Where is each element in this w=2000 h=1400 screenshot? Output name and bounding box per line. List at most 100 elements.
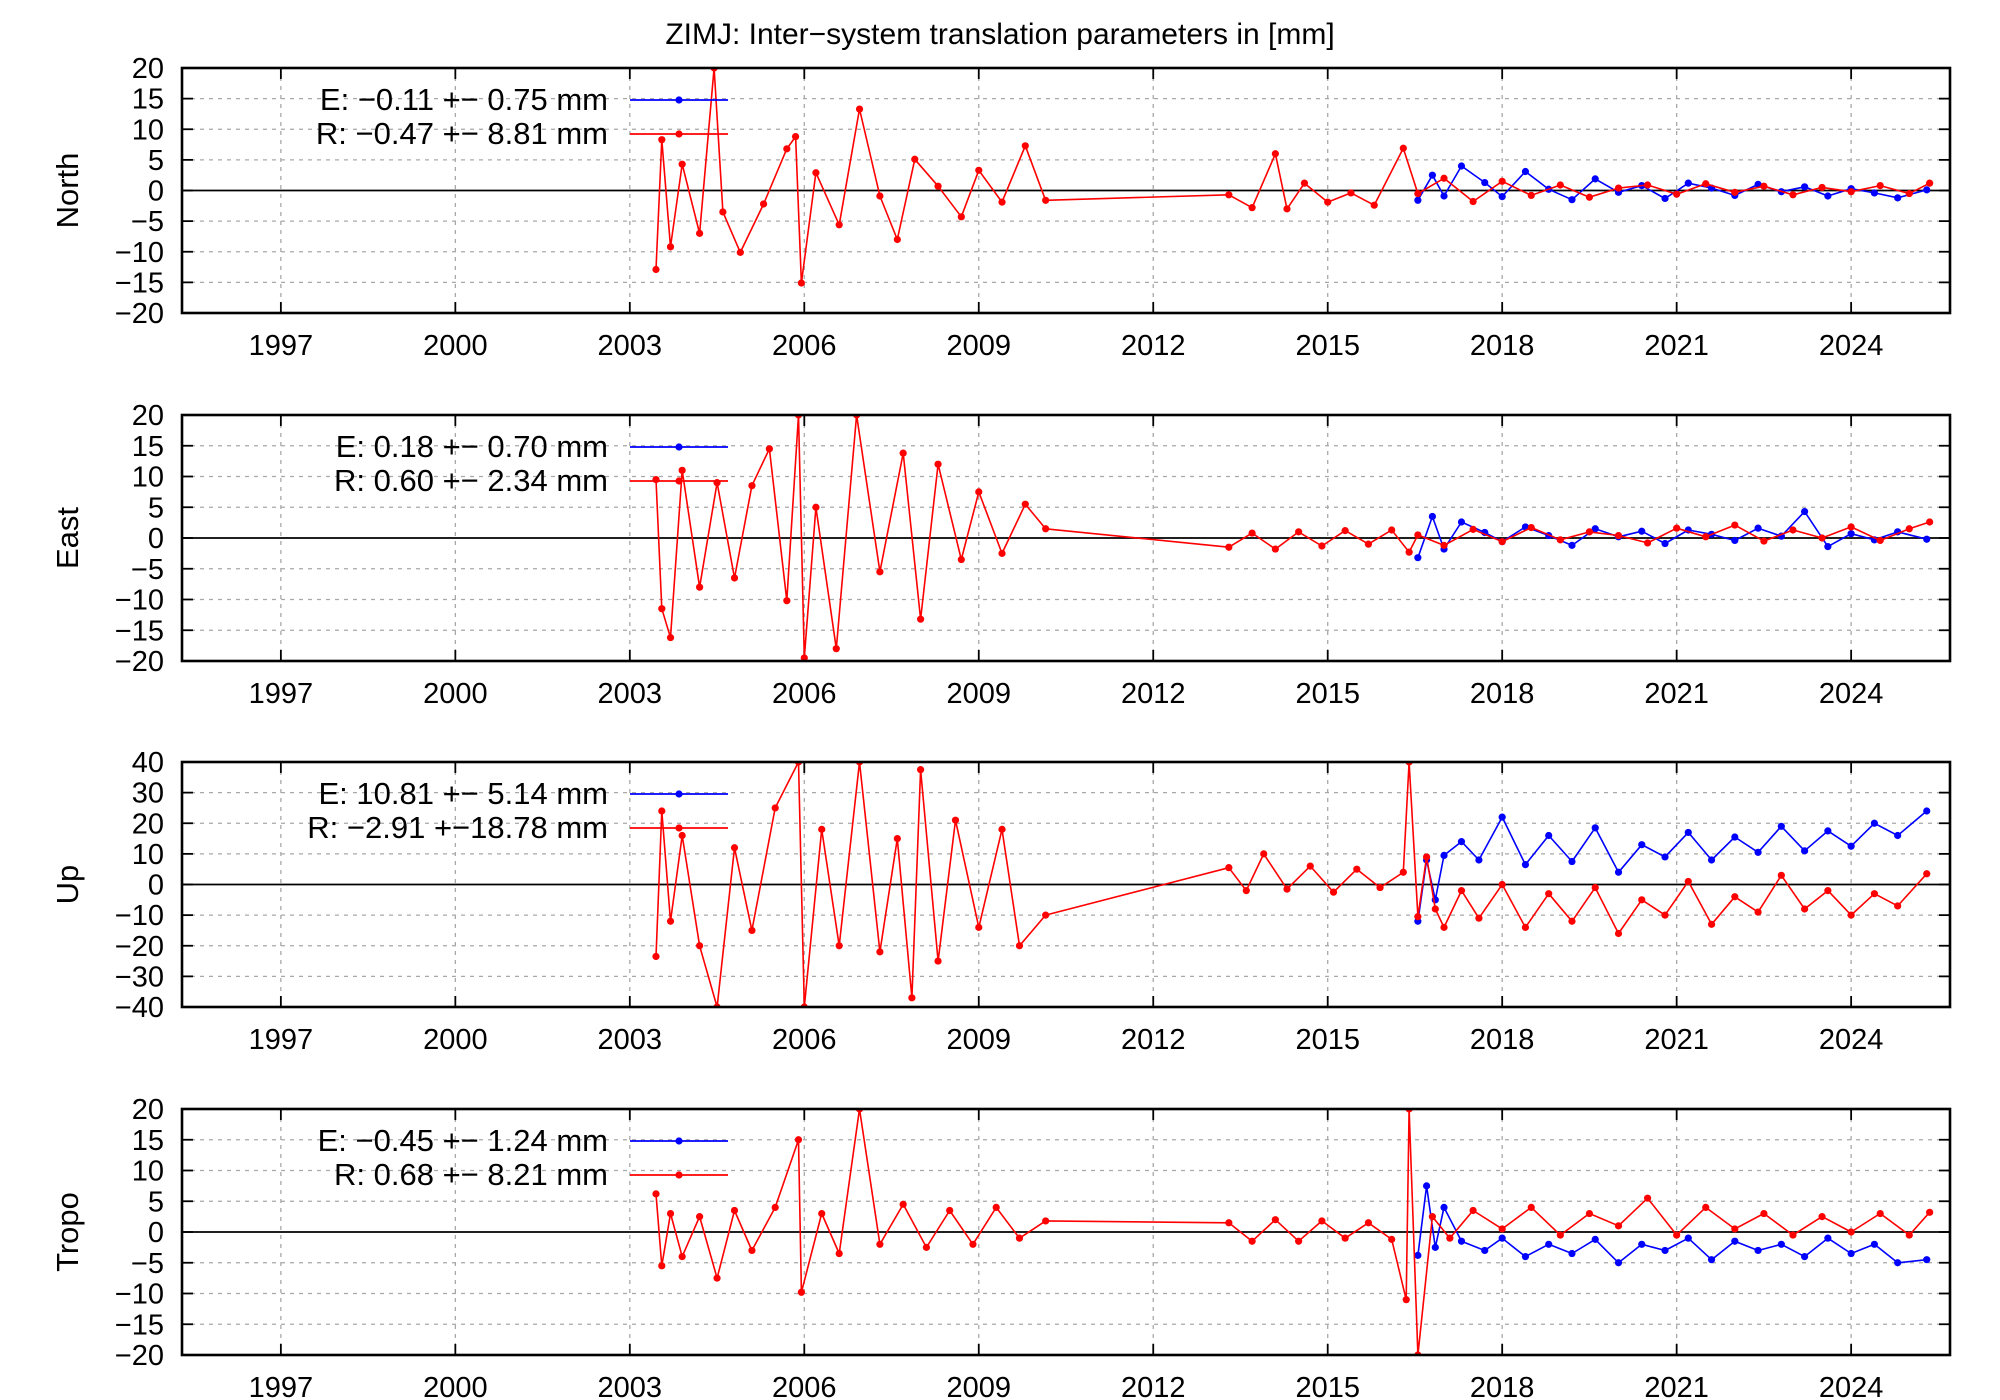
data-point-r (934, 182, 942, 190)
data-point-e (1754, 1246, 1762, 1255)
data-point-e (1568, 196, 1576, 204)
y-tick-label: 15 (132, 1125, 164, 1157)
data-point-r (1042, 525, 1050, 533)
data-point-e (1614, 1259, 1623, 1267)
data-point-e (1661, 539, 1669, 548)
data-point-r (1876, 1209, 1884, 1218)
data-point-r (771, 804, 779, 812)
data-point-r (652, 265, 660, 274)
data-point-e (1545, 1240, 1553, 1248)
data-point-r (719, 208, 727, 216)
x-tick-label: 2003 (598, 330, 663, 362)
data-point-e (1457, 838, 1466, 846)
data-point-e (1591, 824, 1599, 832)
x-tick-label: 2006 (772, 330, 837, 362)
data-point-e (1707, 856, 1716, 864)
data-point-r (1643, 1194, 1652, 1202)
data-point-r (893, 834, 901, 843)
data-point-r (1527, 523, 1535, 532)
data-point-r (658, 1262, 666, 1270)
data-point-e (1638, 527, 1646, 535)
data-point-r (1731, 1225, 1739, 1233)
data-point-r (1469, 197, 1477, 206)
data-point-e (1824, 192, 1832, 200)
data-point-r (1015, 1234, 1024, 1242)
data-point-r (1731, 893, 1739, 901)
data-point-r (1042, 196, 1050, 204)
data-point-r (1248, 204, 1256, 212)
data-point-r (1801, 905, 1809, 913)
data-point-r (812, 169, 820, 177)
data-point-e (1591, 175, 1599, 183)
y-tick-label: 20 (132, 53, 164, 85)
y-tick-label: 30 (132, 778, 164, 810)
data-point-r (1318, 542, 1326, 550)
data-point-r (1926, 518, 1934, 526)
data-point-r (812, 503, 820, 511)
y-tick-label: 10 (132, 1156, 164, 1188)
series-r (652, 68, 1934, 287)
plot-area (652, 762, 1931, 1007)
data-point-r (1876, 182, 1884, 190)
x-tick-label: 2000 (423, 330, 488, 362)
x-tick-label: 2012 (1121, 1024, 1186, 1056)
data-point-r (1818, 1213, 1826, 1221)
legend-label: R: 0.60 +− 2.34 mm (334, 463, 608, 498)
data-point-e (1801, 1253, 1809, 1261)
data-point-r (1370, 201, 1378, 209)
data-point-e (1894, 831, 1902, 840)
data-point-e (1923, 807, 1931, 815)
data-point-e (1923, 186, 1931, 194)
data-point-e (1414, 554, 1422, 562)
data-point-e (1440, 851, 1448, 860)
x-tick-label: 2018 (1470, 330, 1535, 362)
data-point-e (1731, 1237, 1739, 1245)
x-tick-label: 2000 (423, 1372, 488, 1400)
data-point-e (1894, 194, 1902, 202)
y-tick-label: 5 (148, 492, 164, 524)
series-line-e (1417, 510, 1927, 558)
series-r (652, 762, 1931, 1007)
data-point-e (1521, 1253, 1530, 1261)
data-point-r (1643, 181, 1652, 189)
data-point-e (1638, 841, 1646, 849)
data-point-e (1457, 1237, 1466, 1245)
data-point-r (1242, 887, 1250, 895)
data-point-e (1428, 171, 1436, 179)
data-point-r (1475, 914, 1483, 922)
data-point-r (730, 844, 739, 852)
data-point-r (1271, 545, 1279, 553)
y-tick-label: −40 (115, 992, 164, 1024)
data-point-r (1271, 1216, 1279, 1224)
x-tick-label: 2024 (1819, 678, 1884, 710)
data-point-r (658, 807, 666, 815)
series-e (1414, 1182, 1931, 1267)
legend-swatch-point (675, 443, 683, 451)
data-point-r (1498, 880, 1506, 889)
axis-frame (180, 66, 1952, 315)
data-point-e (1457, 162, 1466, 170)
data-point-r (1760, 537, 1768, 545)
axis-frame (180, 760, 1952, 1009)
data-point-r (678, 1253, 686, 1261)
data-point-r (1754, 908, 1762, 916)
data-point-r (899, 449, 907, 457)
data-point-r (1702, 180, 1710, 188)
data-point-r (1556, 181, 1564, 189)
y-tick-label: 10 (132, 839, 164, 871)
x-tick-label: 2009 (947, 330, 1012, 362)
x-tick-label: 2015 (1295, 1024, 1360, 1056)
y-tick-label: −10 (115, 237, 164, 269)
data-point-e (1731, 833, 1739, 841)
y-tick-label: 5 (148, 145, 164, 177)
data-point-r (748, 482, 756, 490)
data-point-r (1673, 190, 1681, 198)
data-point-r (730, 574, 739, 582)
data-point-r (1341, 527, 1349, 535)
data-point-r (1926, 179, 1934, 187)
data-point-e (1847, 1249, 1855, 1258)
data-point-r (1847, 1228, 1855, 1236)
x-tick-label: 2012 (1121, 678, 1186, 710)
legend-swatch-point (675, 130, 683, 138)
data-point-r (1731, 521, 1739, 529)
